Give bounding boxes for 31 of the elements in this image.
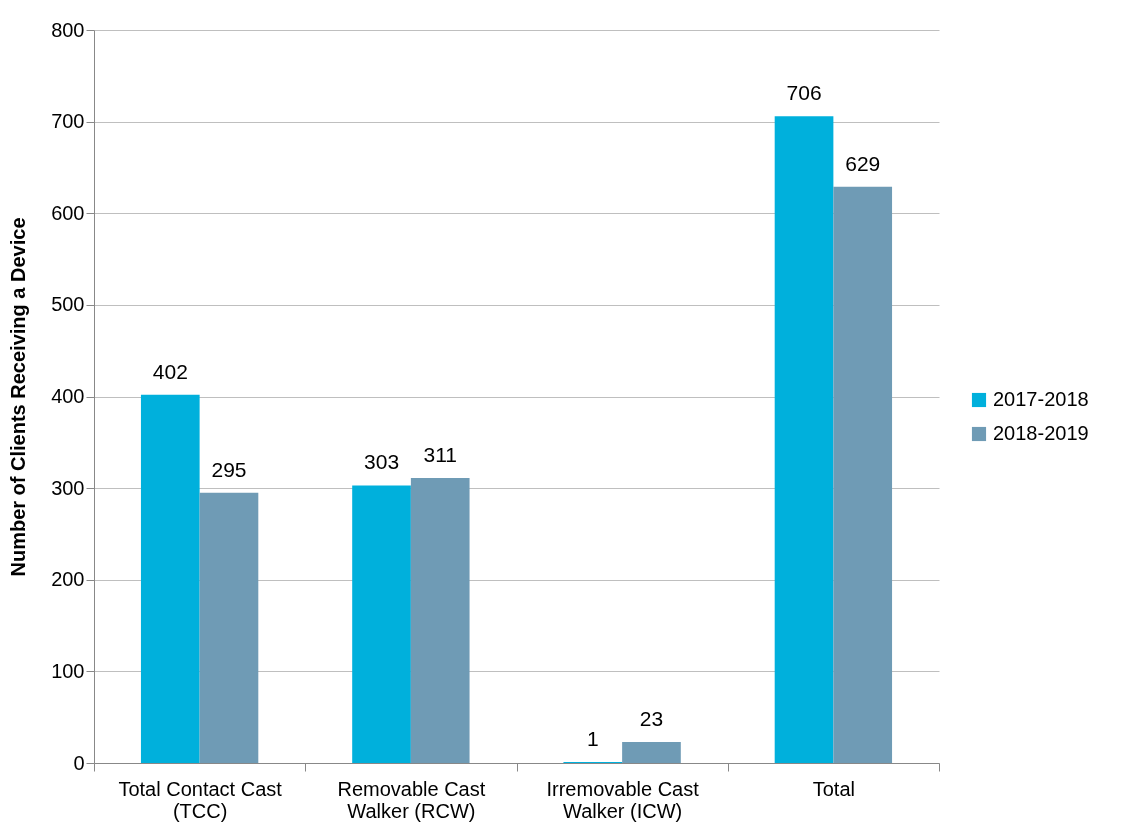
data-label: 706 (786, 81, 822, 105)
data-label: 402 (152, 359, 188, 383)
x-tick-label: Irremovable Cast Walker (ICW) (546, 777, 700, 822)
bar (140, 394, 200, 763)
bar (833, 186, 893, 763)
y-tick-label: 100 (51, 659, 85, 682)
y-tick-label: 500 (51, 293, 85, 316)
y-tick-label: 700 (51, 110, 85, 133)
x-tick-label: Total (812, 777, 855, 800)
bar (622, 741, 681, 763)
y-tick-label: 600 (51, 201, 85, 224)
data-label: 23 (639, 706, 664, 730)
data-label: 303 (364, 450, 400, 474)
y-axis-title: Number of Clients Receiving a Device (7, 217, 30, 577)
data-label: 1 (586, 727, 599, 751)
y-tick-label: 800 (51, 18, 85, 41)
legend-label: 2017-2018 (993, 388, 1089, 410)
data-label: 311 (423, 443, 457, 467)
data-label: 295 (211, 457, 247, 481)
bar (410, 478, 470, 763)
y-tick-label: 300 (51, 476, 85, 499)
x-tick-label: Removable Cast Walker (RCW) (337, 777, 486, 822)
bar (199, 492, 259, 763)
y-tick-label: 200 (51, 568, 85, 591)
bar (352, 485, 411, 763)
x-tick-label: Total Contact Cast (TCC) (118, 777, 283, 822)
bar (774, 116, 834, 763)
data-label: 629 (845, 151, 881, 175)
y-tick-label: 400 (51, 385, 85, 407)
legend-label: 2018-2019 (993, 422, 1089, 444)
y-tick-label: 0 (73, 751, 85, 774)
